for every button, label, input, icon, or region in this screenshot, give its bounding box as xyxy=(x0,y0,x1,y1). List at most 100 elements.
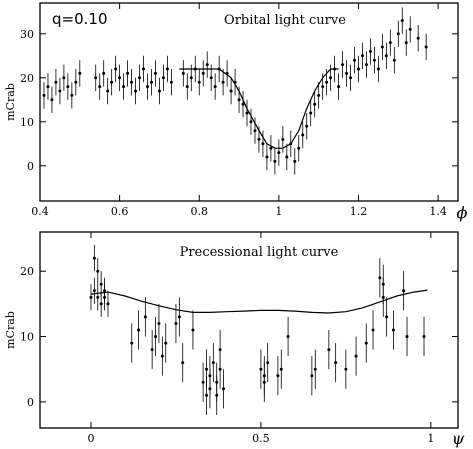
precessional-data-point xyxy=(266,343,270,383)
orbital-data-point xyxy=(337,73,341,100)
precessional-point-marker xyxy=(160,354,164,358)
orbital-point-marker xyxy=(118,76,122,80)
orbital-point-marker xyxy=(329,76,333,80)
precessional-data-point xyxy=(391,310,395,350)
orbital-data-point xyxy=(404,29,408,56)
precessional-data-point xyxy=(137,310,141,350)
orbital-point-marker xyxy=(384,54,388,58)
precessional-data-point xyxy=(222,369,226,409)
orbital-data-point xyxy=(169,69,173,96)
orbital-data-point xyxy=(134,77,138,105)
orbital-point-marker xyxy=(360,54,364,58)
orbital-data-point xyxy=(241,91,245,118)
orbital-point-marker xyxy=(352,58,356,62)
precessional-data-point xyxy=(259,349,263,389)
orbital-data-point xyxy=(408,16,412,43)
precessional-data-point xyxy=(208,356,212,396)
precessional-point-marker xyxy=(92,256,96,260)
precessional-point-marker xyxy=(201,380,205,384)
orbital-x-tick-label: 1 xyxy=(275,205,282,218)
precessional-point-marker xyxy=(99,282,103,286)
precessional-y-tick-label: 20 xyxy=(20,265,34,278)
precessional-data-point xyxy=(164,323,168,363)
precessional-data-point xyxy=(215,362,219,402)
orbital-point-marker xyxy=(102,71,106,75)
precessional-model-line xyxy=(90,289,428,314)
precessional-data-point xyxy=(310,356,314,396)
precessional-data-point xyxy=(96,258,100,285)
orbital-point-marker xyxy=(58,89,62,93)
orbital-y-tick-label: 20 xyxy=(20,72,34,85)
orbital-model-curve xyxy=(179,68,339,149)
orbital-point-marker xyxy=(424,45,428,49)
orbital-data-point xyxy=(221,69,225,96)
orbital-data-point xyxy=(142,55,146,83)
orbital-point-marker xyxy=(237,98,241,102)
precessional-point-marker xyxy=(422,335,426,339)
precessional-point-marker xyxy=(211,361,215,365)
precessional-x-axis-symbol: ψ xyxy=(452,429,465,448)
orbital-point-marker xyxy=(54,80,58,84)
precessional-data-points xyxy=(89,245,426,415)
orbital-point-marker xyxy=(265,155,269,159)
orbital-point-marker xyxy=(153,71,157,75)
orbital-model-line xyxy=(179,68,339,149)
precessional-data-point xyxy=(422,316,426,357)
orbital-data-point xyxy=(301,121,305,149)
orbital-point-marker xyxy=(110,80,114,84)
orbital-data-point xyxy=(78,60,82,87)
precessional-title: Precessional light curve xyxy=(180,245,339,260)
precessional-point-marker xyxy=(402,289,406,293)
orbital-point-marker xyxy=(201,71,205,75)
orbital-data-point xyxy=(149,69,153,96)
precessional-point-marker xyxy=(313,367,317,371)
precessional-x-tick-label: 1 xyxy=(427,432,434,445)
orbital-point-marker xyxy=(130,80,134,84)
precessional-data-point xyxy=(371,310,375,350)
orbital-data-point xyxy=(249,108,253,135)
orbital-point-marker xyxy=(416,36,420,40)
orbital-point-marker xyxy=(114,67,118,71)
orbital-data-point xyxy=(313,91,317,118)
orbital-point-marker xyxy=(181,71,185,75)
orbital-point-marker xyxy=(364,63,368,67)
precessional-data-point xyxy=(154,316,158,357)
precessional-point-marker xyxy=(181,361,185,365)
orbital-data-point xyxy=(392,47,396,74)
orbital-data-point xyxy=(161,64,165,91)
orbital-point-marker xyxy=(185,85,189,89)
orbital-point-marker xyxy=(269,146,273,150)
orbital-title: Orbital light curve xyxy=(224,13,346,28)
precessional-point-marker xyxy=(150,348,154,352)
orbital-point-marker xyxy=(277,151,281,155)
orbital-y-tick-label: 30 xyxy=(20,28,34,41)
precessional-data-point xyxy=(106,290,110,317)
precessional-point-marker xyxy=(378,276,382,280)
orbital-point-marker xyxy=(325,80,329,84)
orbital-data-point xyxy=(110,69,114,96)
orbital-point-marker xyxy=(209,76,213,80)
orbital-point-marker xyxy=(50,98,54,102)
orbital-data-point xyxy=(400,7,404,34)
precessional-point-marker xyxy=(208,374,212,378)
precessional-point-marker xyxy=(92,289,96,293)
precessional-data-point xyxy=(218,349,222,389)
orbital-data-point xyxy=(253,117,257,144)
orbital-point-marker xyxy=(213,85,217,89)
precessional-data-point xyxy=(262,356,266,396)
orbital-point-marker xyxy=(122,85,126,89)
orbital-x-tick-label: 1.4 xyxy=(429,205,447,218)
precessional-data-point xyxy=(381,277,385,317)
orbital-data-point xyxy=(360,42,364,69)
precessional-data-point xyxy=(92,245,96,272)
precessional-panel: Precessional light curve mCrab ψ 0 0.5 101… xyxy=(4,231,465,448)
precessional-data-point xyxy=(211,343,215,383)
orbital-data-point xyxy=(74,69,78,96)
precessional-data-point xyxy=(92,277,96,304)
orbital-data-point xyxy=(277,139,281,166)
orbital-point-marker xyxy=(257,137,261,141)
orbital-data-point xyxy=(42,82,46,109)
orbital-point-marker xyxy=(161,76,165,80)
orbital-data-point xyxy=(50,86,54,113)
